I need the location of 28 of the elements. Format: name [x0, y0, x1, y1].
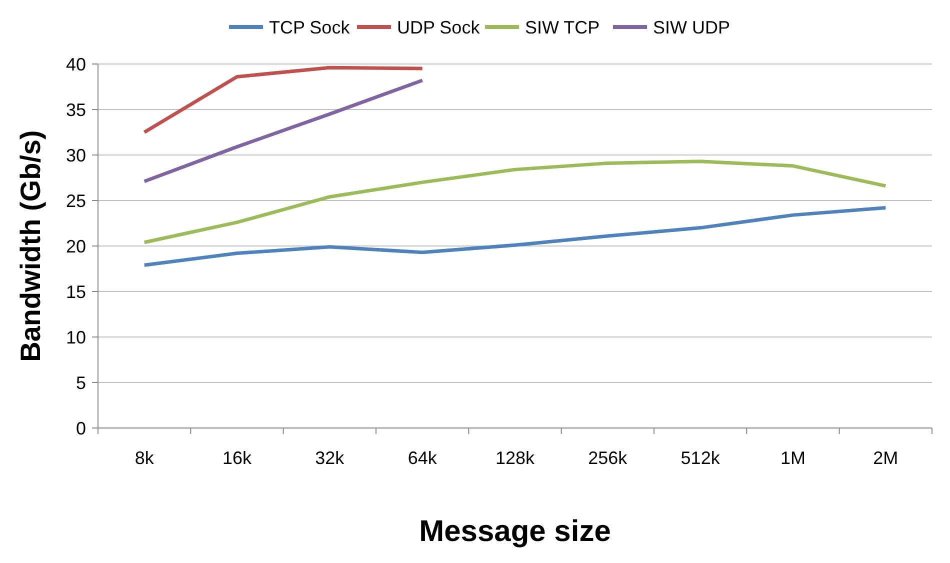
x-tick-label: 1M — [780, 448, 806, 468]
line-series — [142, 206, 888, 267]
x-tick-label: 128k — [495, 448, 536, 468]
y-tick-label: 0 — [76, 418, 86, 438]
line-series — [142, 66, 424, 134]
line-series — [142, 78, 424, 184]
y-tick-label: 25 — [66, 190, 86, 211]
legend-label: UDP Sock — [397, 17, 481, 38]
x-tick-label: 16k — [222, 448, 253, 468]
y-axis-title: Bandwidth (Gb/s) — [15, 130, 46, 362]
legend-label: SIW UDP — [653, 17, 730, 38]
x-tick-label: 2M — [873, 448, 898, 468]
y-tick-label: 20 — [66, 236, 86, 256]
legend-label: TCP Sock — [269, 17, 351, 38]
y-tick-label: 30 — [66, 145, 86, 166]
x-tick-label: 8k — [134, 448, 155, 468]
y-tick-label: 10 — [66, 327, 86, 348]
y-tick-label: 5 — [76, 372, 86, 393]
y-tick-label: 40 — [66, 54, 86, 74]
x-axis-title: Message size — [419, 515, 611, 548]
x-tick-label: 512k — [680, 448, 721, 468]
x-tick-label: 256k — [588, 448, 628, 468]
x-tick-label: 64k — [408, 448, 438, 468]
line-series — [142, 160, 888, 244]
x-tick-label: 32k — [315, 448, 346, 468]
y-tick-label: 35 — [66, 100, 86, 120]
legend-label: SIW TCP — [525, 17, 600, 38]
y-tick-label: 15 — [66, 282, 86, 302]
